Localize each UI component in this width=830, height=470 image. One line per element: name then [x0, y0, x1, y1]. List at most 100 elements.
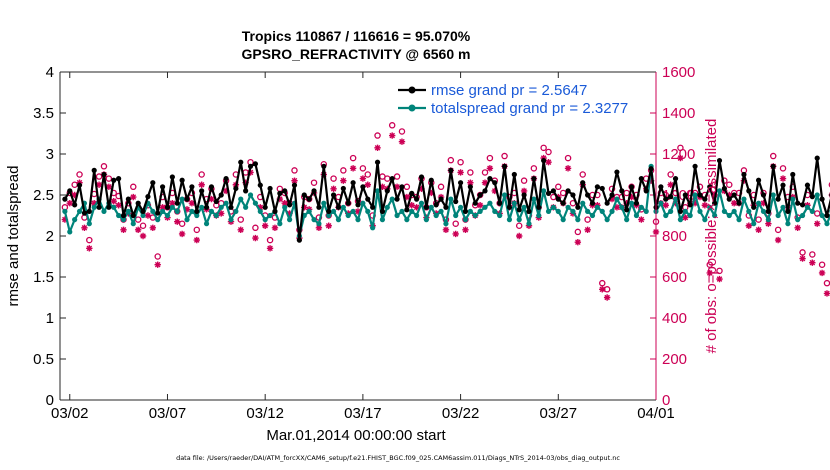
x-axis: 03/02 03/07 03/12 03/17 03/22 03/27 04/01	[51, 72, 675, 422]
y-tick-label: 1	[46, 310, 54, 327]
totalspread-point	[150, 208, 156, 214]
rmse-point	[389, 176, 395, 182]
totalspread-point	[565, 204, 571, 210]
totalspread-point	[731, 208, 737, 214]
rmse-point	[721, 185, 727, 192]
totalspread-point	[311, 217, 317, 223]
totalspread-point	[804, 204, 811, 210]
rmse-point	[228, 204, 234, 210]
obs-possible-point	[105, 175, 113, 182]
obs-assimilated-point	[286, 210, 293, 217]
totalspread-point	[418, 200, 425, 206]
x-tick-label: 03/22	[442, 405, 480, 422]
rmse-point	[599, 185, 605, 192]
totalspread-point	[712, 212, 718, 219]
totalspread-point	[189, 208, 195, 214]
totalspread-point	[306, 208, 312, 214]
rmse-point	[462, 208, 469, 214]
rmse-point	[111, 177, 117, 183]
rmse-point	[516, 207, 522, 213]
totalspread-point	[672, 196, 679, 202]
totalspread-point	[257, 208, 263, 214]
rmse-point	[775, 196, 781, 202]
obs-assimilated-point	[247, 169, 254, 176]
rmse-point	[262, 204, 268, 210]
rmse-point	[589, 200, 596, 206]
obs-possible-point	[828, 182, 830, 188]
totalspread-point	[809, 208, 815, 214]
obs-possible-point	[437, 183, 445, 191]
obs-assimilated-point	[110, 197, 117, 205]
obs-assimilated-point	[452, 230, 459, 238]
totalspread-point	[179, 196, 185, 202]
rmse-point	[658, 184, 664, 190]
totalspread-point	[697, 208, 703, 214]
obs-possible-point	[584, 216, 591, 223]
rmse-point	[423, 204, 429, 210]
rmse-point	[741, 171, 747, 178]
totalspread-point	[521, 204, 527, 210]
obs-assimilated-point	[193, 236, 200, 244]
totalspread-point	[790, 196, 796, 202]
totalspread-point	[443, 221, 449, 227]
totalspread-point	[164, 212, 171, 219]
rmse-point	[457, 180, 464, 186]
rmse-point	[521, 192, 527, 198]
totalspread-point	[726, 212, 732, 219]
totalspread-point	[389, 196, 395, 202]
totalspread-point	[247, 192, 254, 198]
obs-possible-point	[330, 175, 337, 182]
obs-assimilated-point	[325, 222, 332, 229]
rmse-point	[208, 184, 215, 190]
rmse-point	[726, 196, 732, 202]
rmse-point	[277, 190, 283, 196]
rmse-point	[580, 180, 586, 186]
obs-assimilated-point	[291, 177, 298, 184]
rmse-point	[130, 212, 136, 219]
totalspread-point	[746, 208, 752, 214]
totalspread-point	[638, 204, 644, 210]
rmse-point	[164, 204, 171, 210]
totalspread-point	[570, 208, 576, 214]
obs-possible-point	[130, 183, 137, 191]
obs-assimilated-point	[476, 202, 484, 209]
obs-possible-point	[769, 152, 777, 160]
totalspread-point	[741, 196, 747, 202]
obs-assimilated-point	[90, 200, 98, 207]
rmse-point	[194, 208, 200, 214]
totalspread-point	[541, 188, 547, 194]
obs-assimilated-point	[418, 185, 425, 193]
obs-assimilated-point	[178, 230, 186, 238]
rmse-point	[692, 163, 698, 169]
rmse-point	[712, 200, 718, 206]
rmse-point	[96, 204, 102, 210]
obs-possible-point	[154, 253, 161, 260]
data-file-footer: data file: /Users/raeder/DAI/ATM_forcXX/…	[176, 454, 620, 462]
obs-assimilated-point	[760, 200, 767, 207]
rmse-point	[545, 190, 552, 196]
rmse-point	[477, 192, 483, 198]
totalspread-point	[555, 208, 561, 214]
rmse-point	[736, 200, 742, 206]
rmse-point	[159, 184, 166, 190]
totalspread-point	[433, 212, 439, 219]
totalspread-point	[62, 208, 68, 214]
totalspread-point	[174, 208, 180, 214]
obs-assimilated-point	[677, 154, 684, 162]
y-tick-label: 3	[46, 146, 54, 163]
obs-possible-point	[193, 226, 201, 234]
rmse-point	[326, 208, 332, 214]
rmse-point	[541, 157, 547, 164]
plot-area	[60, 72, 656, 400]
obs-assimilated-point	[364, 181, 371, 188]
rmse-point	[755, 177, 762, 183]
totalspread-point	[526, 221, 532, 227]
obs-possible-point	[579, 171, 586, 178]
totalspread-point	[658, 200, 664, 206]
obs-assimilated-point	[252, 234, 259, 242]
totalspread-point	[169, 204, 175, 210]
obs-possible-point	[359, 165, 367, 172]
obs-assimilated-point	[86, 245, 93, 252]
totalspread-point	[213, 212, 219, 219]
rmse-point	[663, 196, 669, 202]
